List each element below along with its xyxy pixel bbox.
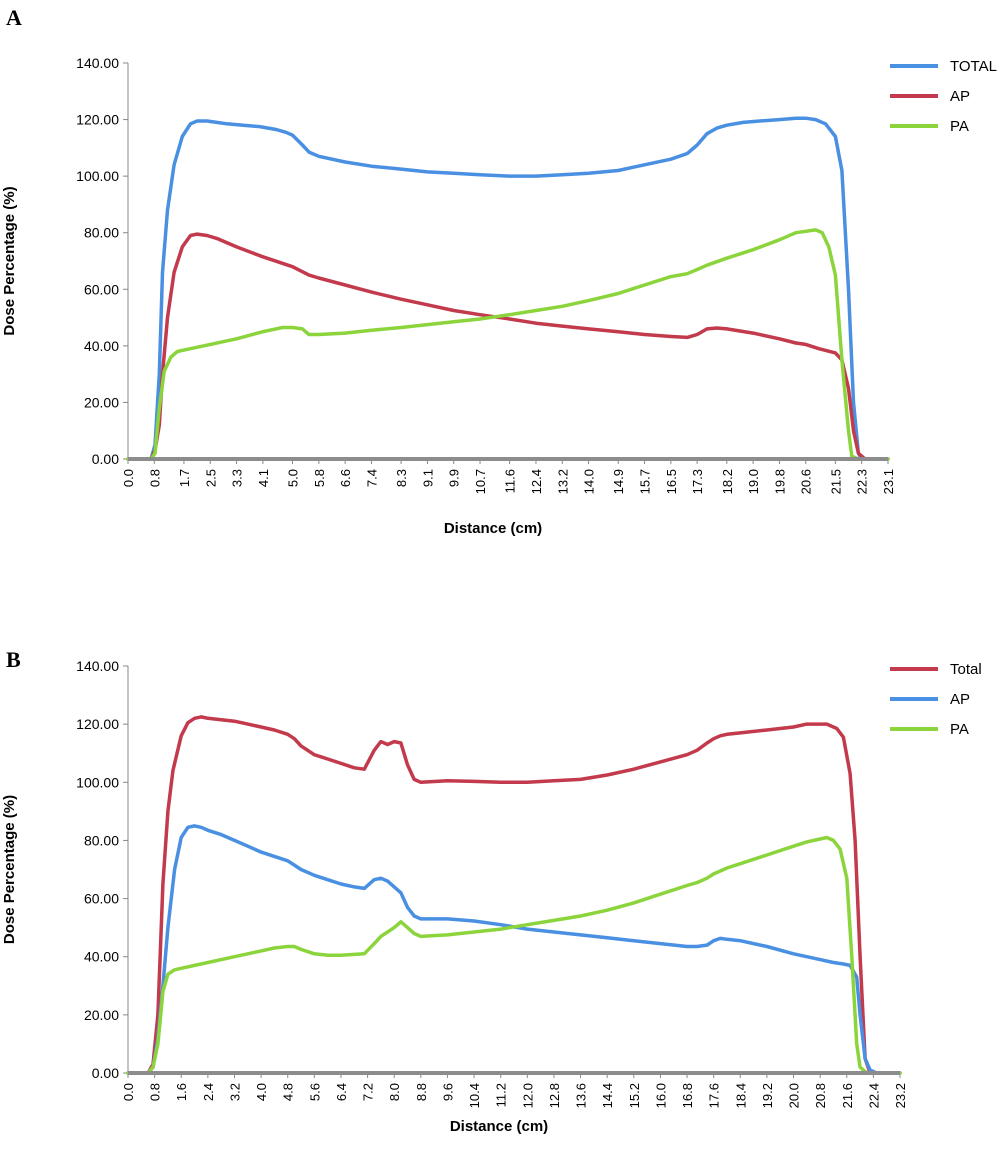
chart-b-legend-label: AP	[950, 691, 970, 708]
chart-b-x-tick-label: 1.6	[174, 1083, 189, 1101]
chart-b-y-tick-label: 40.00	[84, 949, 119, 965]
chart-a-x-tick-label: 4.1	[256, 469, 271, 487]
chart-b-x-tick-label: 5.6	[307, 1083, 322, 1101]
chart-b-x-tick-label: 17.6	[707, 1083, 722, 1108]
chart-a-y-tick-label: 0.00	[92, 451, 119, 467]
chart-b-x-tick-label: 12.8	[547, 1083, 562, 1108]
chart-b-series-line-total	[126, 715, 902, 1075]
chart-a-y-tick-label: 100.00	[76, 168, 119, 184]
chart-b-x-tick-label: 0.8	[148, 1083, 163, 1101]
panel-b-label: B	[6, 647, 21, 672]
chart-a-x-tick-label: 0.0	[121, 469, 136, 487]
chart-a-x-tick-label: 19.0	[746, 469, 761, 494]
chart-a-series-line-pa	[126, 228, 890, 461]
chart-b-y-tick-label: 60.00	[84, 891, 119, 907]
chart-a-x-tick-label: 5.0	[286, 469, 301, 487]
chart-a-x-tick-label: 20.6	[799, 469, 814, 494]
chart-b-x-tick-label: 21.6	[840, 1083, 855, 1108]
chart-b-x-tick-label: 14.4	[600, 1083, 615, 1108]
chart-a-x-tick-label: 13.2	[555, 469, 570, 494]
chart-a-x-tick-label: 18.2	[720, 469, 735, 494]
chart-b-x-axis-title: Distance (cm)	[450, 1118, 548, 1135]
chart-a-x-tick-label: 0.8	[147, 469, 162, 487]
chart-a-x-tick-label: 5.8	[312, 469, 327, 487]
chart-b-x-tick-label: 4.0	[254, 1083, 269, 1101]
chart-b-x-tick-label: 12.0	[520, 1083, 535, 1108]
chart-a-x-tick-label: 6.6	[338, 469, 353, 487]
chart-a-x-tick-label: 3.3	[230, 469, 245, 487]
chart-b-x-tick-label: 23.2	[893, 1083, 908, 1108]
chart-b-x-tick-label: 22.4	[866, 1083, 881, 1108]
chart-a-x-tick-label: 9.1	[420, 469, 435, 487]
chart-a-x-tick-label: 14.0	[582, 469, 597, 494]
chart-a-y-axis-title: Dose Percentage (%)	[1, 186, 18, 335]
chart-a-series-line-ap	[126, 232, 890, 461]
chart-a-x-tick-label: 21.5	[828, 469, 843, 494]
chart-b-x-tick-label: 18.4	[733, 1083, 748, 1108]
chart-b-y-tick-label: 120.00	[76, 716, 119, 732]
chart-a-x-tick-label: 17.3	[690, 469, 705, 494]
chart-a-legend-label: PA	[950, 118, 969, 135]
chart-a-x-tick-label: 11.6	[503, 469, 518, 493]
chart-a-x-tick-label: 2.5	[203, 469, 218, 487]
chart-b-y-tick-label: 20.00	[84, 1007, 119, 1023]
chart-b-legend-label: PA	[950, 721, 969, 738]
chart-a-y-tick-label: 140.00	[76, 55, 119, 71]
chart-a-x-tick-label: 16.5	[664, 469, 679, 494]
chart-a-y-tick-label: 40.00	[84, 338, 119, 354]
chart-a-series-line-total	[126, 116, 890, 461]
chart-a-x-tick-label: 9.9	[447, 469, 462, 487]
chart-b-y-tick-label: 80.00	[84, 832, 119, 848]
chart-b-x-tick-label: 3.2	[227, 1083, 242, 1101]
chart-b-x-tick-label: 19.2	[760, 1083, 775, 1108]
chart-a-x-tick-label: 14.9	[611, 469, 626, 494]
chart-b-x-tick-label: 0.0	[121, 1083, 136, 1101]
chart-b-x-tick-label: 9.6	[440, 1083, 455, 1101]
chart-b-x-tick-label: 6.4	[334, 1083, 349, 1101]
chart-b-x-tick-label: 2.4	[201, 1083, 216, 1101]
chart-b-x-tick-label: 8.0	[387, 1083, 402, 1101]
chart-a-y-tick-label: 60.00	[84, 281, 119, 297]
chart-a-y-tick-label: 20.00	[84, 394, 119, 410]
chart-a-x-tick-label: 23.1	[881, 469, 896, 494]
chart-a-x-tick-label: 15.7	[638, 469, 653, 494]
chart-b-y-axis-title: Dose Percentage (%)	[1, 795, 18, 944]
chart-b-x-tick-label: 20.8	[813, 1083, 828, 1108]
chart-b-x-tick-label: 16.0	[653, 1083, 668, 1108]
chart-b-x-tick-label: 20.0	[787, 1083, 802, 1108]
chart-b-y-tick-label: 0.00	[92, 1065, 119, 1081]
chart-b-x-tick-label: 15.2	[627, 1083, 642, 1108]
chart-b-x-tick-label: 11.2	[494, 1083, 509, 1107]
chart-b-x-tick-label: 7.2	[361, 1083, 376, 1101]
chart-b-legend-label: Total	[950, 661, 982, 678]
chart-a-x-tick-label: 12.4	[529, 469, 544, 494]
chart-a-legend-label: AP	[950, 88, 970, 105]
chart-a-legend-label: TOTAL	[950, 58, 997, 75]
chart-b-series-line-pa	[126, 835, 902, 1075]
chart-a-x-tick-label: 22.3	[855, 469, 870, 494]
chart-b-x-tick-label: 16.8	[680, 1083, 695, 1108]
chart-b-x-tick-label: 13.6	[574, 1083, 589, 1108]
chart-a-y-tick-label: 120.00	[76, 112, 119, 128]
chart-a-x-tick-label: 8.3	[394, 469, 409, 487]
panel-a-label: A	[6, 5, 22, 30]
chart-a-y-tick-label: 80.00	[84, 225, 119, 241]
chart-a-x-tick-label: 7.4	[364, 469, 379, 487]
panel-a: A 0.00 20.00 40.00 60.00 80.00 100.00 120.00 14…	[1, 5, 997, 537]
chart-a-x-tick-label: 1.7	[177, 469, 192, 487]
chart-b-x-tick-label: 8.8	[414, 1083, 429, 1101]
chart-a-x-axis-title: Distance (cm)	[444, 520, 542, 537]
chart-b-x-tick-label: 4.8	[281, 1083, 296, 1101]
chart-b-y-tick-label: 100.00	[76, 774, 119, 790]
chart-a-x-tick-label: 19.8	[772, 469, 787, 494]
chart-a-x-tick-label: 10.7	[473, 469, 488, 494]
chart-b-series-line-ap	[126, 824, 902, 1075]
panel-b: B 0.00 20.00 40.00 60.00 80.00 100.00 120.00 14…	[1, 647, 982, 1135]
chart-b-y-tick-label: 140.00	[76, 658, 119, 674]
chart-b-x-tick-label: 10.4	[467, 1083, 482, 1108]
